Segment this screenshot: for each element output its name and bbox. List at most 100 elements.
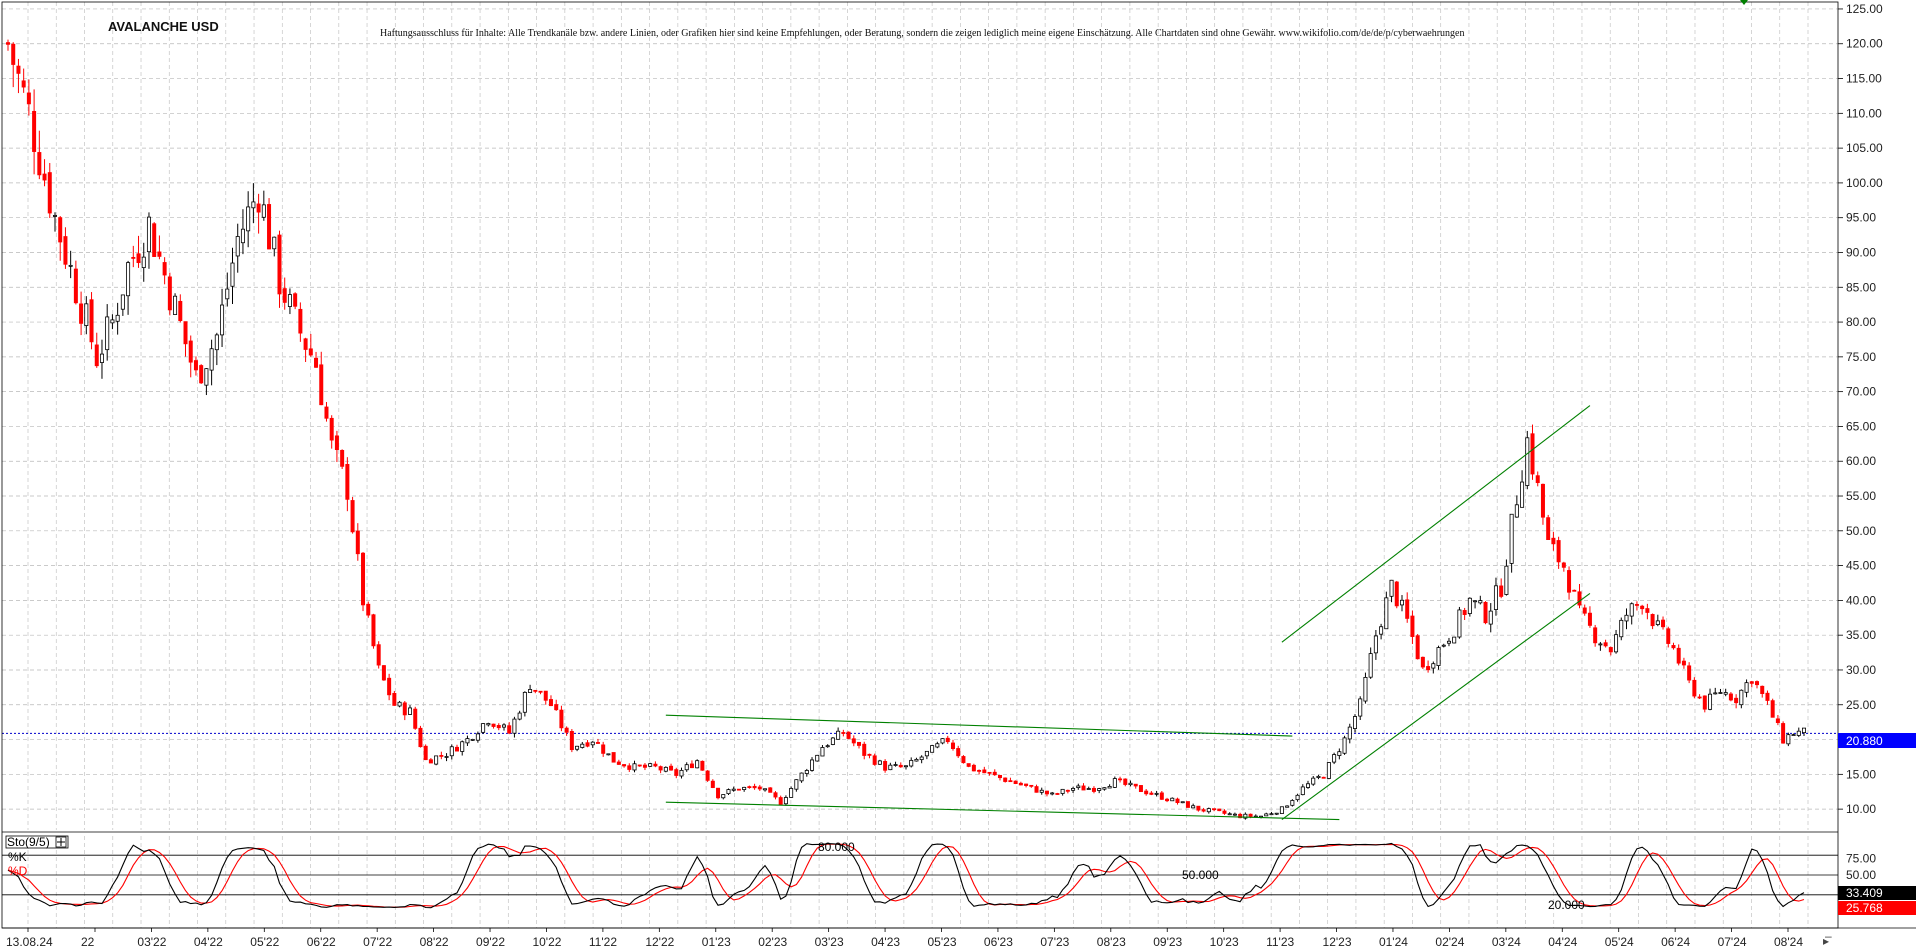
candle-body <box>1478 600 1483 604</box>
candle-body <box>225 288 230 300</box>
candle-body <box>392 692 397 706</box>
candle-body <box>1133 783 1138 787</box>
candle-body <box>517 712 522 720</box>
candle-body <box>773 792 778 798</box>
time-tick-label: 04'22 <box>194 935 223 948</box>
candle-body <box>1551 537 1556 545</box>
time-tick-label: 13.08.24 <box>6 935 53 948</box>
time-tick-label: 12'23 <box>1323 935 1352 948</box>
candle-body <box>11 43 16 65</box>
candle-body <box>1640 605 1645 610</box>
candle-body <box>1264 813 1269 817</box>
candle-body <box>199 365 204 384</box>
candle-body <box>1071 787 1076 791</box>
level-50-label: 50.000 <box>1182 868 1219 882</box>
candle-body <box>1755 681 1760 686</box>
candle-body <box>345 463 350 500</box>
scroll-end-icon[interactable]: – <box>1825 929 1832 943</box>
candle-body <box>1159 792 1164 800</box>
candle-body <box>251 201 256 209</box>
candle-body <box>439 755 444 757</box>
candle-body <box>919 756 924 761</box>
candle-body <box>1222 810 1227 814</box>
candle-body <box>68 264 73 267</box>
candle-body <box>1290 800 1295 806</box>
candle-body <box>110 319 115 324</box>
candle-body <box>1044 790 1049 795</box>
candle-body <box>157 251 162 257</box>
candle-body <box>783 797 788 805</box>
candle-body <box>79 303 84 324</box>
candle-body <box>167 276 172 311</box>
candle-body <box>63 236 68 265</box>
candle-body <box>1118 778 1123 781</box>
candle-body <box>575 745 580 750</box>
time-tick-label: 08'24 <box>1774 935 1803 948</box>
candle-body <box>1384 597 1389 630</box>
candle-body <box>267 204 272 250</box>
candle-body <box>564 727 569 733</box>
candle-body <box>1483 601 1488 624</box>
candle-body <box>418 727 423 748</box>
candle-body <box>423 745 428 761</box>
price-tick-label: 115.00 <box>1846 72 1882 86</box>
candle-body <box>1687 665 1692 681</box>
candle-body <box>1676 647 1681 664</box>
candle-body <box>1321 776 1326 779</box>
candle-body <box>1076 785 1081 789</box>
stochastic-grid <box>2 836 1838 928</box>
candle-body <box>1744 682 1749 693</box>
candle-body <box>1405 599 1410 619</box>
stochastic-tick-label: 75.00 <box>1846 852 1876 866</box>
price-tick-label: 95.00 <box>1846 211 1876 225</box>
trendline-range-bottom <box>665 801 1340 821</box>
candle-body <box>1316 775 1321 778</box>
candle-body <box>1713 692 1718 695</box>
candle-body <box>1760 685 1765 695</box>
candle-body <box>898 764 903 768</box>
candle-body <box>862 743 867 756</box>
candle-body <box>1196 805 1201 811</box>
candle-body <box>742 786 747 790</box>
candle-body <box>637 764 642 767</box>
candle-body <box>956 748 961 757</box>
candle-body <box>1697 696 1702 699</box>
candle-body <box>162 262 167 276</box>
candle-body <box>1598 643 1603 646</box>
candle-body <box>997 774 1002 779</box>
candle-body <box>1781 723 1786 744</box>
candle-body <box>632 763 637 771</box>
candle-body <box>26 92 31 105</box>
candle-body <box>1426 666 1431 671</box>
candle-body <box>1165 798 1170 802</box>
indicator-settings-icon[interactable] <box>55 836 67 848</box>
candle-body <box>1342 737 1347 754</box>
time-tick-label: 06'24 <box>1661 935 1690 948</box>
candle-body <box>1514 504 1519 518</box>
candle-body <box>120 294 125 310</box>
candle-body <box>408 707 413 715</box>
candle-body <box>1441 644 1446 647</box>
time-tick-label: 08'22 <box>420 935 449 948</box>
candle-body <box>6 42 11 45</box>
candle-body <box>481 723 486 733</box>
candle-body <box>1624 614 1629 622</box>
candle-body <box>1191 805 1196 809</box>
candle-body <box>1734 697 1739 704</box>
candle-body <box>131 257 136 259</box>
candle-body <box>1039 789 1044 793</box>
candle-body <box>340 449 345 467</box>
candle-body <box>1520 481 1525 508</box>
scroll-right-icon[interactable]: ▸ <box>1823 934 1829 948</box>
candle-body <box>648 763 653 767</box>
price-tick-label: 15.00 <box>1846 767 1876 781</box>
candle-body <box>987 771 992 774</box>
new-high-marker-icon <box>1740 0 1748 5</box>
price-tick-label: 125.00 <box>1846 2 1883 16</box>
candle-body <box>1723 692 1728 695</box>
candle-body <box>590 741 595 746</box>
candle-body <box>611 752 616 763</box>
candle-body <box>235 236 240 257</box>
candle-body <box>1217 808 1222 812</box>
